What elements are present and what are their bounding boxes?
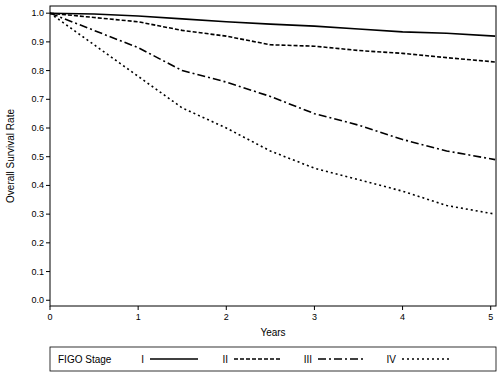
background (0, 0, 500, 375)
y-tick (46, 156, 50, 157)
legend-label: III (304, 354, 312, 365)
legend-label: IV (387, 354, 397, 365)
y-tick (46, 128, 50, 129)
y-tick (46, 41, 50, 42)
legend-title: FIGO Stage (58, 354, 112, 365)
y-tick (46, 242, 50, 243)
y-tick-label: 0.0 (31, 295, 44, 305)
legend-swatch (234, 358, 282, 360)
y-tick (46, 99, 50, 100)
y-tick (46, 185, 50, 186)
legend-swatch (150, 358, 198, 360)
x-tick (402, 306, 403, 310)
y-tick-label: 0.2 (31, 238, 44, 248)
legend-swatch (402, 358, 450, 360)
x-tick (50, 306, 51, 310)
y-tick-label: 0.7 (31, 94, 44, 104)
x-tick (314, 306, 315, 310)
y-axis-label: Overall Survival Rate (5, 109, 16, 203)
legend-swatch (318, 358, 366, 360)
plot-frame (50, 6, 496, 306)
y-tick-label: 0.9 (31, 37, 44, 47)
y-tick (46, 271, 50, 272)
y-tick-label: 0.1 (31, 267, 44, 277)
legend-label: II (222, 354, 228, 365)
x-tick-label: 0 (47, 312, 52, 322)
x-tick-label: 4 (400, 312, 405, 322)
survival-line (50, 13, 495, 214)
y-tick-label: 0.6 (31, 123, 44, 133)
y-tick-label: 0.3 (31, 209, 44, 219)
survival-line (50, 13, 495, 36)
x-tick-label: 1 (136, 312, 141, 322)
x-tick-label: 3 (312, 312, 317, 322)
x-tick-label: 2 (224, 312, 229, 322)
y-tick-label: 0.8 (31, 66, 44, 76)
y-tick-label: 1.0 (31, 8, 44, 18)
legend-label: I (141, 354, 144, 365)
x-tick (226, 306, 227, 310)
survival-line (50, 13, 495, 62)
x-tick (490, 306, 491, 310)
y-tick (46, 300, 50, 301)
y-tick-label: 0.4 (31, 180, 44, 190)
x-tick (138, 306, 139, 310)
x-axis-label: Years (260, 327, 285, 338)
chart: 0.0 0.1 0.2 0.3 0.4 0.5 0.6 0.7 0.8 0.9 1.0 0 1 2 3 4 5 Y… (0, 0, 500, 375)
y-tick-label: 0.5 (31, 152, 44, 162)
y-tick (46, 13, 50, 14)
y-tick (46, 214, 50, 215)
legend-box (50, 347, 496, 371)
plot-area (50, 13, 495, 214)
x-tick-label: 5 (488, 312, 493, 322)
survival-line (50, 13, 495, 159)
y-tick (46, 70, 50, 71)
